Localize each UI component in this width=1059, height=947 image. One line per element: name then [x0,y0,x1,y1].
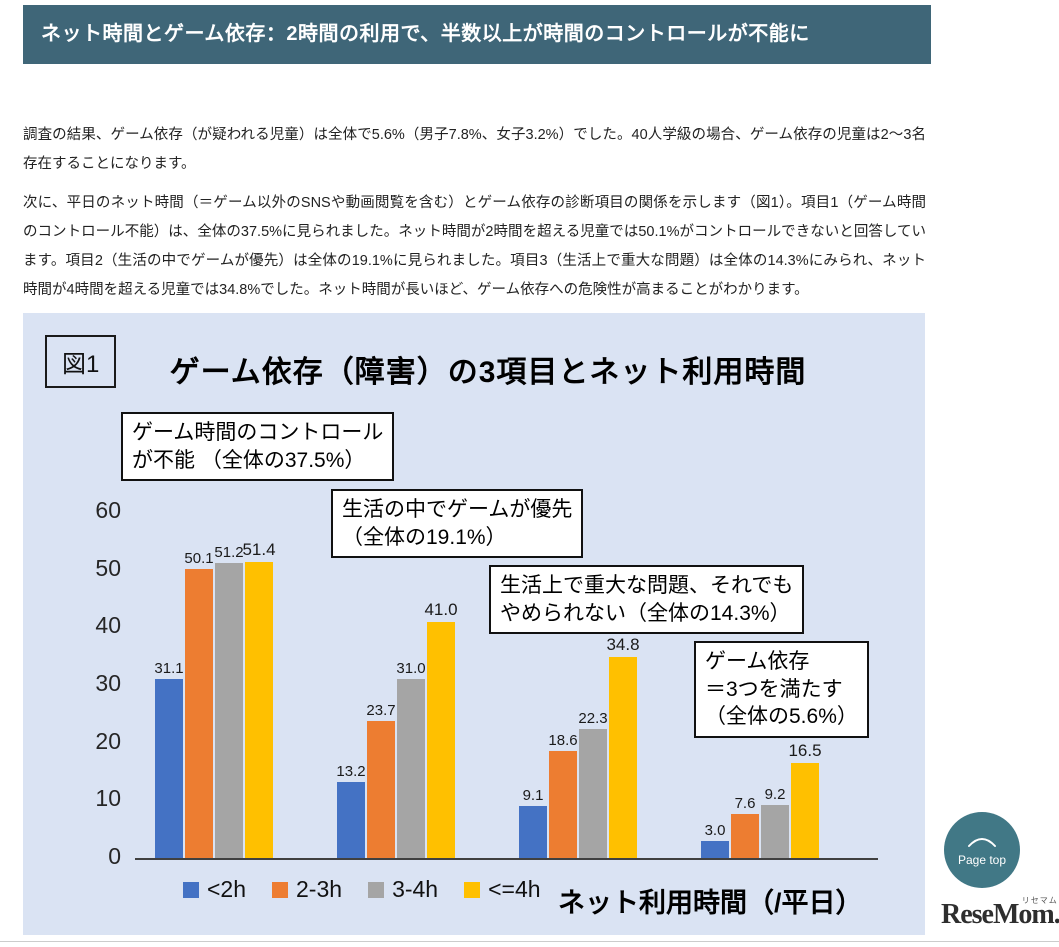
legend-label: <=4h [488,876,541,902]
bar-series-<=4h-group-2 [427,621,455,858]
y-tick-20: 20 [95,727,121,754]
bar-value-label: 3.0 [704,821,726,839]
y-tick-30: 30 [95,670,121,696]
bar-wrap: 9.1 [518,786,548,858]
bar-wrap: 51.4 [242,539,276,858]
bar-series-<2h-group-2 [337,781,365,858]
bar-wrap: 22.3 [578,710,608,858]
annotation-game-addiction: ゲーム依存 ＝3つを満たす （全体の5.6%） [694,641,869,739]
annotation-item2-priority: 生活の中でゲームが優先 （全体の19.1%） [331,489,584,559]
legend-label: <2h [207,876,247,902]
chart-legend: <2h 2-3h 3-4h <=4h [183,876,541,903]
bar-wrap: 9.2 [760,786,790,858]
annotation-item1-control: ゲーム時間のコントロール が不能 （全体の37.5%） [121,412,395,482]
figure-1-chart: 図1 ゲーム依存（障害）の3項目とネット利用時間 ゲーム時間のコントロール が不… [23,313,925,935]
legend-item-<2h: <2h [183,876,246,903]
bar-wrap: 51.2 [214,544,244,858]
bar-wrap: 16.5 [788,740,822,858]
bar-series-3-4h-group-2 [397,679,425,858]
bar-wrap: 23.7 [366,702,396,858]
bar-value-label: 34.8 [606,635,640,655]
page-top-button[interactable]: Page top [944,812,1020,888]
legend-item-<=4h: <=4h [464,876,541,903]
bar-series-3-4h-group-3 [579,729,607,858]
legend-swatch-icon [368,881,385,898]
bar-series-3-4h-group-1 [215,562,243,858]
bar-value-label: 9.2 [764,785,786,803]
bar-group-3: 9.1 18.6 22.3 34.8 [518,635,640,858]
bar-value-label: 31.0 [396,660,426,678]
x-axis-line [135,858,878,860]
bar-value-label: 23.7 [366,702,396,720]
bar-group-2: 13.2 23.7 31.0 41.0 [336,599,458,858]
bar-series-<=4h-group-1 [245,561,273,858]
page-bottom-divider [0,941,1059,942]
article-title-banner: ネット時間とゲーム依存：2時間の利用で、半数以上が時間のコントロールが不能に [23,5,931,64]
y-tick-50: 50 [95,554,121,581]
y-tick-0: 0 [108,843,121,869]
article-title: ネット時間とゲーム依存：2時間の利用で、半数以上が時間のコントロールが不能に [41,23,810,45]
legend-item-3-4h: 3-4h [368,876,438,903]
article-paragraph-2: 次に、平日のネット時間（＝ゲーム以外のSNSや動画閲覧を含む）とゲーム依存の診断… [23,195,926,298]
bar-series-3-4h-group-4 [761,804,789,858]
bar-group-4: 3.0 7.6 9.2 16.5 [700,740,822,858]
bar-value-label: 9.1 [522,786,544,804]
bar-value-label: 51.4 [242,539,276,559]
bar-value-label: 51.2 [214,543,244,561]
bar-value-label: 41.0 [424,599,458,619]
bar-wrap: 34.8 [606,635,640,858]
bar-value-label: 13.2 [336,762,366,780]
y-tick-60: 60 [95,497,121,523]
bar-wrap: 50.1 [184,550,214,858]
y-tick-40: 40 [95,612,121,639]
legend-label: 3-4h [392,876,439,902]
bar-series-<=4h-group-4 [791,762,819,858]
bar-value-label: 50.1 [184,550,214,568]
bar-wrap: 3.0 [700,822,730,858]
bar-value-label: 7.6 [734,795,756,813]
annotation-item3-problems: 生活上で重大な問題、それでも やめられない（全体の14.3%） [489,565,805,635]
bar-plot-area: 31.1 50.1 51.2 51.4 13.2 23.7 31.0 41.0 9.1 18.6 2… [140,512,822,858]
bar-value-label: 31.1 [154,659,184,677]
chart-title: ゲーム依存（障害）の3項目とネット利用時間 [169,356,807,389]
legend-item-2-3h: 2-3h [272,876,342,903]
y-tick-10: 10 [95,785,121,812]
logo-text: ReseMom. [941,899,1059,930]
bar-group-1: 31.1 50.1 51.2 51.4 [154,539,276,858]
bar-series-2-3h-group-1 [185,569,213,858]
resemom-logo[interactable]: リセマム ReseMom. [941,896,1059,931]
figure-label: 図1 [45,335,117,388]
bar-value-label: 22.3 [578,710,608,728]
article-paragraph-1: 調査の結果、ゲーム依存（が疑われる児童）は全体で5.6%（男子7.8%、女子3.… [23,127,926,172]
bar-wrap: 18.6 [548,732,578,858]
bar-series-2-3h-group-4 [731,814,759,858]
bar-wrap: 13.2 [336,763,366,858]
legend-swatch-icon [272,881,289,898]
legend-swatch-icon [464,881,481,898]
bar-series-2-3h-group-3 [549,750,577,858]
bar-wrap: 31.1 [154,660,184,858]
legend-swatch-icon [183,881,199,898]
bar-wrap: 41.0 [424,599,458,858]
page-top-label: Page top [957,852,1007,867]
chevron-up-icon [968,837,996,847]
legend-label: 2-3h [296,876,343,902]
logo-ruby-text: リセマム [1021,896,1058,905]
bar-value-label: 18.6 [548,731,578,749]
bar-series-<2h-group-4 [701,840,729,858]
bar-wrap: 7.6 [730,795,760,858]
bar-value-label: 16.5 [788,740,822,760]
x-axis-title: ネット利用時間（/平日） [558,888,863,918]
bar-series-<2h-group-3 [519,805,547,858]
bar-series-<2h-group-1 [155,678,183,858]
bar-series-<=4h-group-3 [609,657,637,858]
bar-wrap: 31.0 [396,660,426,858]
bar-series-2-3h-group-2 [367,721,395,858]
